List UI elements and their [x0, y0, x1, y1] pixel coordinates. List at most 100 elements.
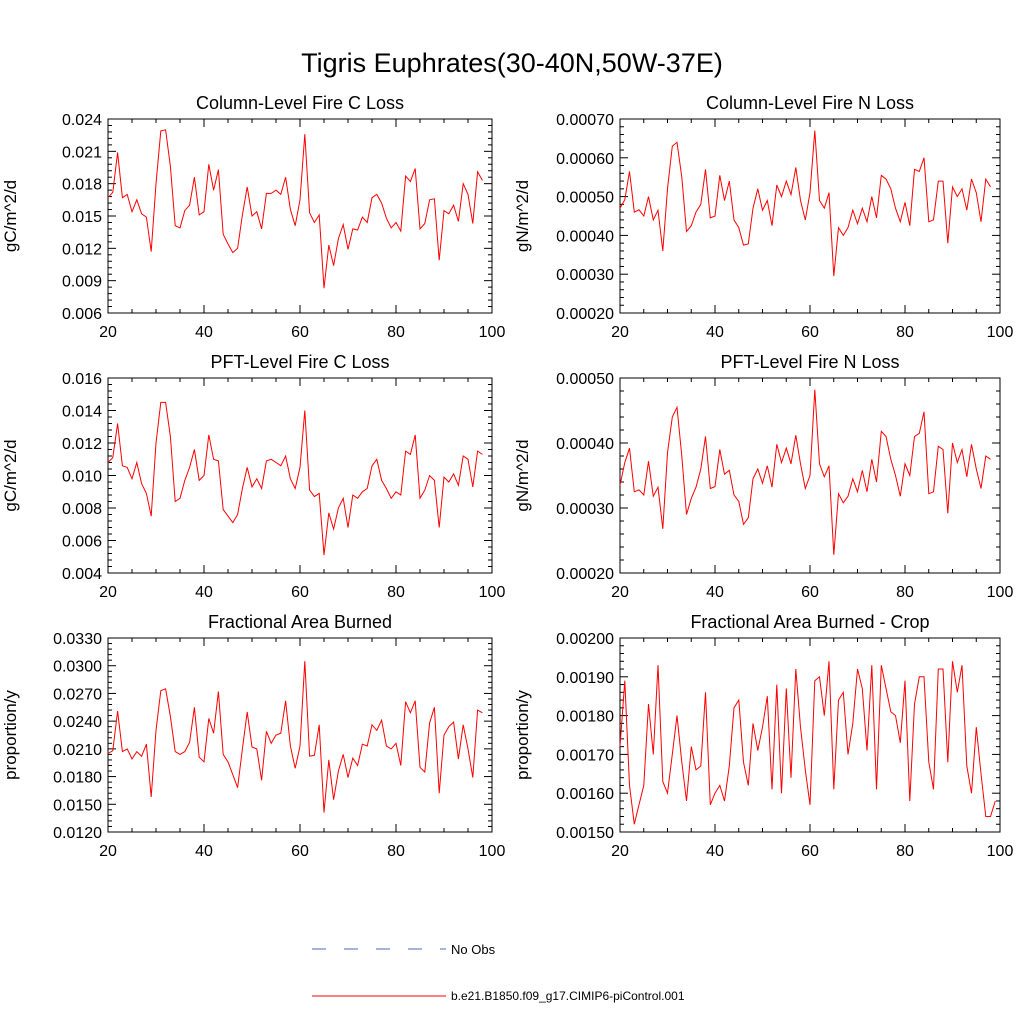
- legend: No Obs b.e21.B1850.f09_g17.CIMIP6-piCont…: [312, 942, 685, 1003]
- x-tick-label: 20: [99, 584, 117, 601]
- y-axis-label: gN/m^2/d: [513, 180, 532, 252]
- x-tick-label: 60: [291, 843, 309, 860]
- y-tick-label: 0.0210: [53, 742, 102, 759]
- page-title: Tigris Euphrates(30-40N,50W-37E): [301, 48, 723, 78]
- chart-panel-6: 20 40 60 80 100 0.00150 0.00160 0.00170 0.00180 0…: [513, 612, 1013, 860]
- y-tick-label: 0.00030: [556, 267, 614, 284]
- x-tick-label: 60: [291, 324, 309, 341]
- x-tick-label: 40: [195, 584, 213, 601]
- chart-panel-2: 20 40 60 80 100 0.00020 0.00030 0.00040 0.00050 0…: [513, 93, 1013, 341]
- y-tick-label: 0.021: [62, 144, 102, 161]
- y-tick-label: 0.010: [62, 469, 102, 486]
- legend-model-label: b.e21.B1850.f09_g17.CIMIP6-piControl.001: [451, 989, 685, 1003]
- chart-panel-4: 20 40 60 80 100 0.00020 0.00030 0.00040 0.00050 P…: [513, 352, 1013, 601]
- y-tick-label: 0.0120: [53, 825, 102, 842]
- y-tick-label: 0.00160: [556, 786, 614, 803]
- x-tick-label: 40: [706, 324, 724, 341]
- y-tick-label: 0.009: [62, 274, 102, 291]
- x-tick-label: 100: [479, 324, 506, 341]
- x-tick-label: 20: [99, 843, 117, 860]
- y-tick-label: 0.016: [62, 371, 102, 388]
- series-line: [619, 130, 991, 277]
- y-tick-label: 0.00030: [556, 501, 614, 518]
- y-tick-label: 0.012: [62, 436, 102, 453]
- y-tick-label: 0.0270: [53, 686, 102, 703]
- x-tick-label: 60: [801, 324, 819, 341]
- plot-frame: [107, 118, 493, 314]
- x-tick-label: 80: [387, 584, 405, 601]
- y-tick-label: 0.00190: [556, 670, 614, 687]
- y-tick-label: 0.00020: [556, 566, 614, 583]
- y-tick-label: 0.0180: [53, 770, 102, 787]
- x-tick-label: 100: [479, 584, 506, 601]
- chart-panel-5: 20 40 60 80 100 0.0120 0.0150 0.0180 0.0210 0.024…: [1, 612, 505, 860]
- y-tick-label: 0.0300: [53, 659, 102, 676]
- y-tick-label: 0.024: [62, 112, 102, 129]
- plot-frame: [107, 637, 493, 833]
- y-tick-label: 0.012: [62, 241, 102, 258]
- x-tick-label: 80: [896, 584, 914, 601]
- series-line: [107, 401, 483, 556]
- y-axis-label: gN/m^2/d: [513, 439, 532, 511]
- y-tick-label: 0.00170: [556, 747, 614, 764]
- x-tick-label: 80: [896, 843, 914, 860]
- y-tick-label: 0.0330: [53, 631, 102, 648]
- x-tick-label: 40: [195, 843, 213, 860]
- plot-frame: [619, 118, 1001, 314]
- chart-panel-1: 20 40 60 80 100 0.006 0.009 0.012 0.015 0.018 0.02…: [1, 93, 505, 341]
- series-line: [107, 129, 483, 289]
- x-tick-label: 20: [99, 324, 117, 341]
- y-tick-label: 0.008: [62, 501, 102, 518]
- series-line: [107, 661, 483, 813]
- chart-panel-3: 20 40 60 80 100 0.004 0.006 0.008 0.010 0.012 0.01…: [1, 352, 505, 601]
- x-tick-label: 40: [195, 324, 213, 341]
- y-axis-label: gC/m^2/d: [1, 439, 20, 511]
- y-tick-label: 0.00050: [556, 371, 614, 388]
- y-tick-label: 0.006: [62, 534, 102, 551]
- y-axis-label: proportion/y: [1, 690, 20, 780]
- panel-grid: 20 40 60 80 100 0.006 0.009 0.012 0.015 0.018 0.02…: [1, 93, 1013, 860]
- y-tick-label: 0.00040: [556, 228, 614, 245]
- chart-title: Column-Level Fire N Loss: [706, 93, 914, 113]
- y-tick-label: 0.00070: [556, 112, 614, 129]
- y-tick-label: 0.0150: [53, 797, 102, 814]
- y-tick-label: 0.014: [62, 404, 102, 421]
- x-tick-label: 100: [987, 843, 1014, 860]
- x-tick-label: 40: [706, 843, 724, 860]
- y-tick-label: 0.00180: [556, 709, 614, 726]
- y-tick-label: 0.0240: [53, 714, 102, 731]
- x-tick-label: 60: [291, 584, 309, 601]
- x-tick-label: 100: [987, 584, 1014, 601]
- chart-title: PFT-Level Fire N Loss: [720, 352, 899, 372]
- x-tick-label: 80: [896, 324, 914, 341]
- x-tick-label: 40: [706, 584, 724, 601]
- y-axis-label: proportion/y: [513, 690, 532, 780]
- y-tick-label: 0.00050: [556, 190, 614, 207]
- x-tick-label: 100: [987, 324, 1014, 341]
- x-tick-label: 60: [801, 843, 819, 860]
- x-tick-label: 60: [801, 584, 819, 601]
- x-tick-label: 100: [479, 843, 506, 860]
- y-tick-label: 0.00200: [556, 631, 614, 648]
- y-axis-label: gC/m^2/d: [1, 180, 20, 252]
- x-tick-label: 80: [387, 324, 405, 341]
- y-tick-label: 0.00020: [556, 306, 614, 323]
- legend-obs-label: No Obs: [451, 942, 496, 957]
- x-tick-label: 20: [611, 584, 629, 601]
- chart-title: Fractional Area Burned - Crop: [690, 612, 929, 632]
- chart-title: Fractional Area Burned: [208, 612, 392, 632]
- series-line: [619, 389, 991, 555]
- chart-title: Column-Level Fire C Loss: [196, 93, 404, 113]
- y-tick-label: 0.00040: [556, 436, 614, 453]
- y-tick-label: 0.00060: [556, 151, 614, 168]
- y-tick-label: 0.006: [62, 306, 102, 323]
- x-tick-label: 20: [611, 324, 629, 341]
- y-tick-label: 0.004: [62, 566, 102, 583]
- x-tick-label: 20: [611, 843, 629, 860]
- plot-frame: [107, 377, 493, 574]
- y-tick-label: 0.00150: [556, 825, 614, 842]
- y-tick-label: 0.015: [62, 209, 102, 226]
- series-line: [619, 661, 996, 825]
